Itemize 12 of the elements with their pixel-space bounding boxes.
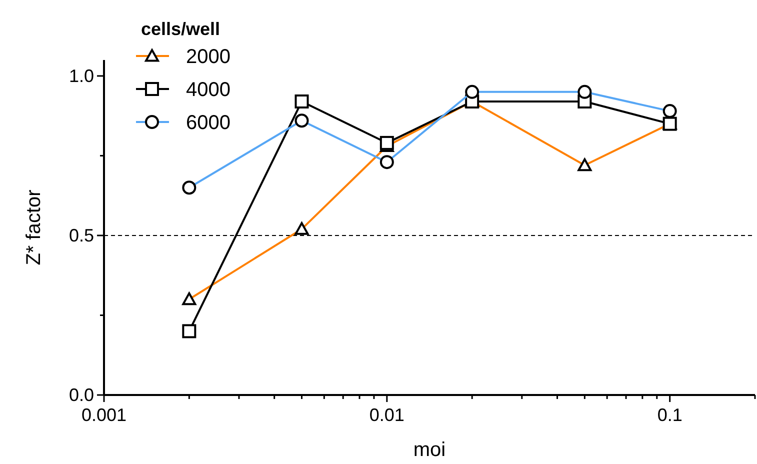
x-tick-label: 0.1 [657,405,682,425]
x-tick-label: 0.001 [81,405,127,425]
legend-label: 6000 [186,112,230,134]
y-axis-title: Z* factor [23,189,45,266]
y-tick-label: 0.5 [68,225,94,246]
legend-title: cells/well [141,19,220,39]
y-tick-label: 0.0 [68,385,94,405]
legend-label: 2000 [186,46,230,68]
legend-label: 4000 [186,79,230,101]
y-tick-label: 1.0 [68,66,94,86]
x-tick-label: 0.01 [369,405,404,425]
x-axis-title: moi [413,439,446,461]
